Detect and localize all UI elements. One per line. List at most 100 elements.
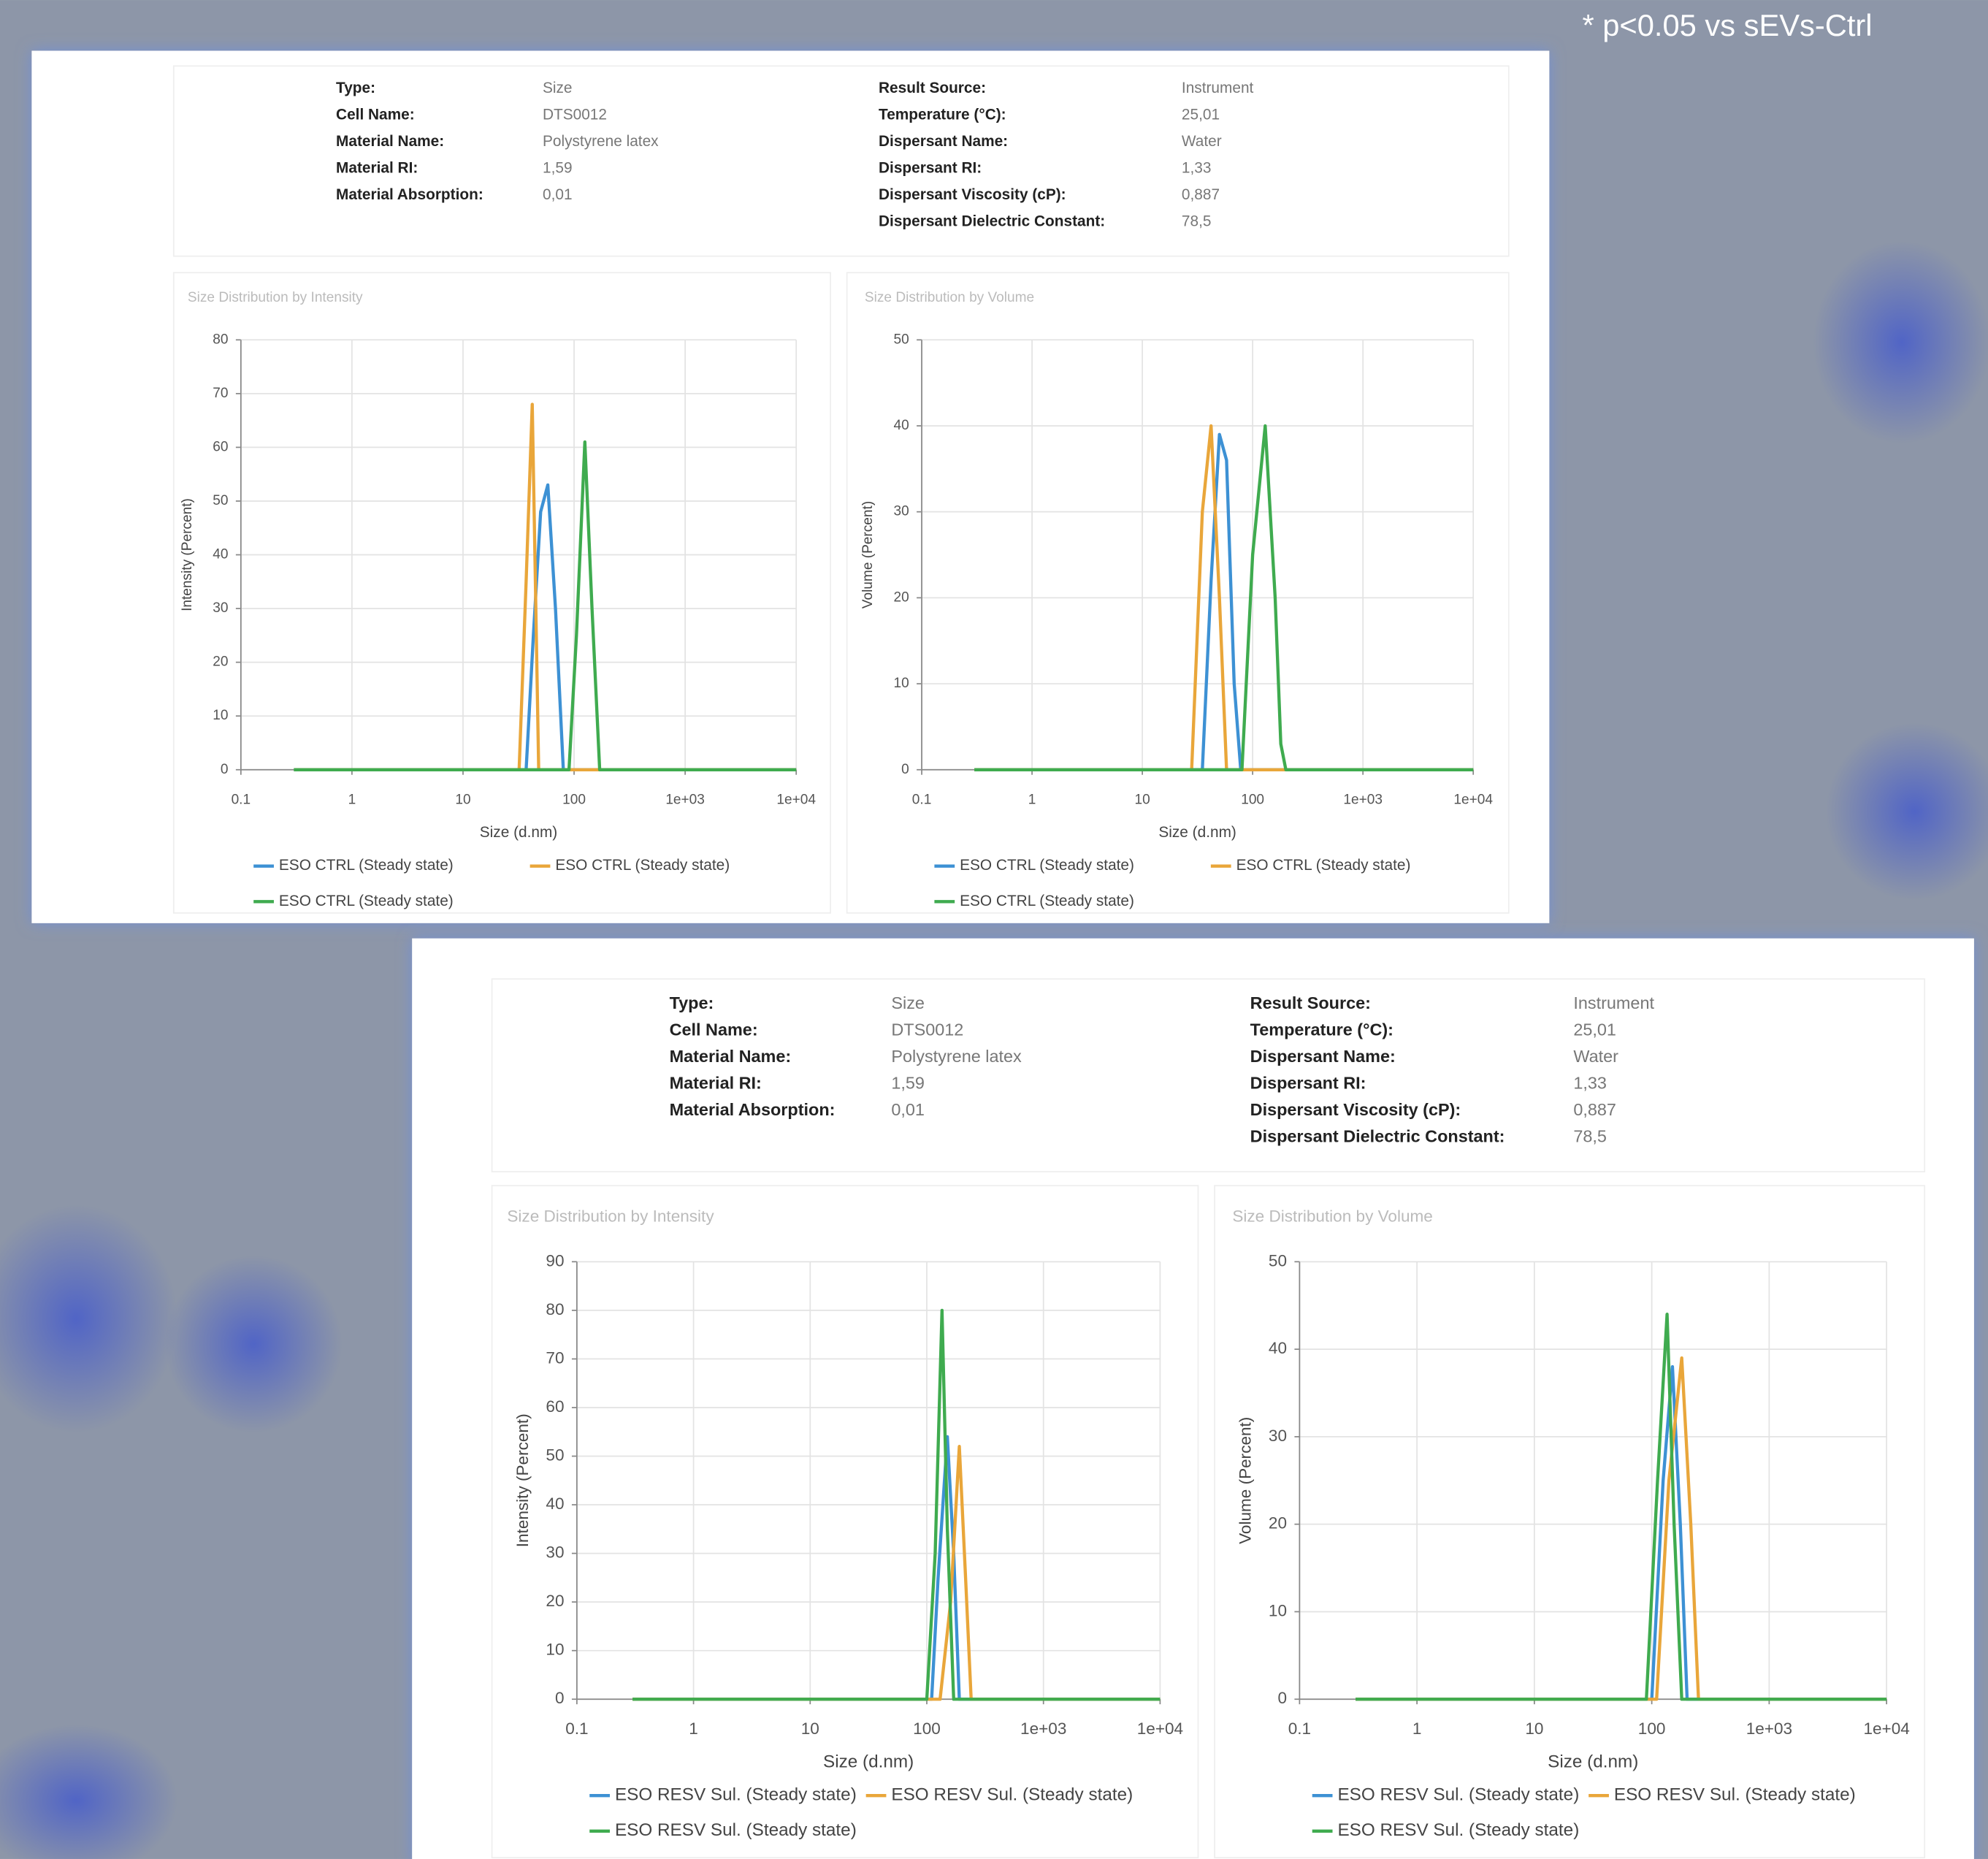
y-tick-label: 70 xyxy=(213,386,228,401)
y-tick-label: 20 xyxy=(213,654,228,670)
x-tick-label: 1e+03 xyxy=(665,792,705,807)
x-tick-label: 1e+04 xyxy=(1863,1719,1909,1738)
info-label: Result Source: xyxy=(879,80,986,96)
x-tick-label: 0.1 xyxy=(232,792,251,807)
y-tick-label: 40 xyxy=(546,1495,564,1513)
info-value: Size xyxy=(891,993,925,1012)
x-tick-label: 1e+03 xyxy=(1020,1719,1066,1738)
y-tick-label: 60 xyxy=(213,439,228,454)
y-tick-label: 60 xyxy=(546,1397,564,1416)
x-tick-label: 10 xyxy=(1134,792,1150,807)
chart-title: Size Distribution by Intensity xyxy=(507,1207,714,1226)
info-value: 78,5 xyxy=(1573,1126,1607,1145)
info-value: Size xyxy=(543,80,573,96)
y-tick-label: 0 xyxy=(1277,1689,1287,1707)
info-label: Dispersant Dielectric Constant: xyxy=(1250,1126,1505,1145)
info-value: Instrument xyxy=(1573,993,1654,1012)
y-tick-label: 80 xyxy=(213,332,228,347)
legend-label: ESO RESV Sul. (Steady state) xyxy=(891,1785,1133,1805)
x-tick-label: 1 xyxy=(689,1719,698,1738)
y-tick-label: 40 xyxy=(213,547,228,562)
info-value: 1,59 xyxy=(543,159,573,176)
x-tick-label: 0.1 xyxy=(1288,1719,1311,1738)
info-value: DTS0012 xyxy=(891,1020,963,1039)
info-label: Cell Name: xyxy=(336,107,415,123)
page: { "note": "* p<0.05 vs sEVs-Ctrl", "pane… xyxy=(0,0,1988,1859)
legend-label: ESO RESV Sul. (Steady state) xyxy=(615,1820,857,1840)
y-tick-label: 70 xyxy=(546,1348,564,1367)
info-value: 78,5 xyxy=(1182,213,1212,229)
y-axis-label: Intensity (Percent) xyxy=(513,1413,532,1547)
x-axis-label: Size (d.nm) xyxy=(1548,1752,1638,1771)
x-tick-label: 1 xyxy=(1028,792,1036,807)
x-tick-label: 0.1 xyxy=(565,1719,588,1738)
info-label: Material Name: xyxy=(336,133,444,150)
legend-label: ESO RESV Sul. (Steady state) xyxy=(1614,1785,1856,1805)
legend-label: ESO RESV Sul. (Steady state) xyxy=(615,1785,857,1805)
y-tick-label: 20 xyxy=(893,589,909,605)
significance-note: * p<0.05 vs sEVs-Ctrl xyxy=(1582,8,1872,42)
background-cell xyxy=(1813,241,1988,444)
info-value: 0,01 xyxy=(891,1100,925,1119)
legend-label: ESO CTRL (Steady state) xyxy=(279,893,454,909)
x-tick-label: 10 xyxy=(801,1719,819,1738)
x-tick-label: 100 xyxy=(1241,792,1264,807)
x-tick-label: 10 xyxy=(455,792,470,807)
y-tick-label: 20 xyxy=(546,1592,564,1610)
info-value: 0,887 xyxy=(1182,186,1220,203)
info-label: Dispersant RI: xyxy=(879,159,982,176)
legend-label: ESO RESV Sul. (Steady state) xyxy=(1337,1785,1579,1805)
x-tick-label: 1e+04 xyxy=(1453,792,1493,807)
y-axis-label: Volume (Percent) xyxy=(860,501,876,608)
info-label: Type: xyxy=(670,993,714,1012)
y-tick-label: 40 xyxy=(893,418,909,433)
info-label: Material Absorption: xyxy=(336,186,483,203)
info-value: Water xyxy=(1182,133,1222,150)
info-label: Material RI: xyxy=(670,1073,762,1092)
legend-label: ESO CTRL (Steady state) xyxy=(555,857,730,874)
x-tick-label: 1e+03 xyxy=(1746,1719,1792,1738)
y-tick-label: 30 xyxy=(893,504,909,519)
info-value: 0,887 xyxy=(1573,1100,1616,1119)
panel xyxy=(412,939,1974,1859)
legend-label: ESO CTRL (Steady state) xyxy=(1236,857,1411,874)
legend-label: ESO RESV Sul. (Steady state) xyxy=(1337,1820,1579,1840)
y-axis-label: Volume (Percent) xyxy=(1236,1417,1254,1544)
screenshot: * p<0.05 vs sEVs-Ctrl Type: Size Cell Name… xyxy=(0,0,1988,1859)
info-label: Temperature (°C): xyxy=(879,107,1006,123)
legend-label: ESO CTRL (Steady state) xyxy=(960,857,1134,874)
info-label: Temperature (°C): xyxy=(1250,1020,1393,1039)
chart-title: Size Distribution by Intensity xyxy=(188,290,363,305)
info-value: DTS0012 xyxy=(543,107,607,123)
chart-title: Size Distribution by Volume xyxy=(865,290,1034,305)
info-label: Material Name: xyxy=(670,1047,792,1066)
info-label: Dispersant Viscosity (cP): xyxy=(1250,1100,1461,1119)
info-label: Dispersant Name: xyxy=(1250,1047,1396,1066)
chart-title: Size Distribution by Volume xyxy=(1232,1207,1432,1226)
x-axis-label: Size (d.nm) xyxy=(823,1752,914,1771)
info-value: 25,01 xyxy=(1573,1020,1616,1039)
info-value: 0,01 xyxy=(543,186,573,203)
x-tick-label: 1 xyxy=(1412,1719,1422,1738)
x-tick-label: 1e+04 xyxy=(776,792,816,807)
y-axis-label: Intensity (Percent) xyxy=(180,498,195,611)
info-value: Polystyrene latex xyxy=(543,133,659,150)
info-label: Material RI: xyxy=(336,159,418,176)
info-label: Cell Name: xyxy=(670,1020,758,1039)
x-tick-label: 1e+04 xyxy=(1137,1719,1183,1738)
info-value: 1,59 xyxy=(891,1073,925,1092)
y-tick-label: 10 xyxy=(893,676,909,691)
background-cell xyxy=(165,1256,343,1433)
y-tick-label: 30 xyxy=(1269,1427,1287,1445)
legend-label: ESO CTRL (Steady state) xyxy=(279,857,454,874)
y-tick-label: 20 xyxy=(1269,1514,1287,1532)
y-tick-label: 50 xyxy=(546,1446,564,1464)
x-axis-label: Size (d.nm) xyxy=(480,824,557,841)
info-label: Material Absorption: xyxy=(670,1100,836,1119)
info-label: Result Source: xyxy=(1250,993,1371,1012)
info-label: Dispersant Name: xyxy=(879,133,1008,150)
info-value: 25,01 xyxy=(1182,107,1220,123)
y-tick-label: 50 xyxy=(893,332,909,347)
x-tick-label: 100 xyxy=(562,792,586,807)
y-tick-label: 10 xyxy=(546,1641,564,1659)
